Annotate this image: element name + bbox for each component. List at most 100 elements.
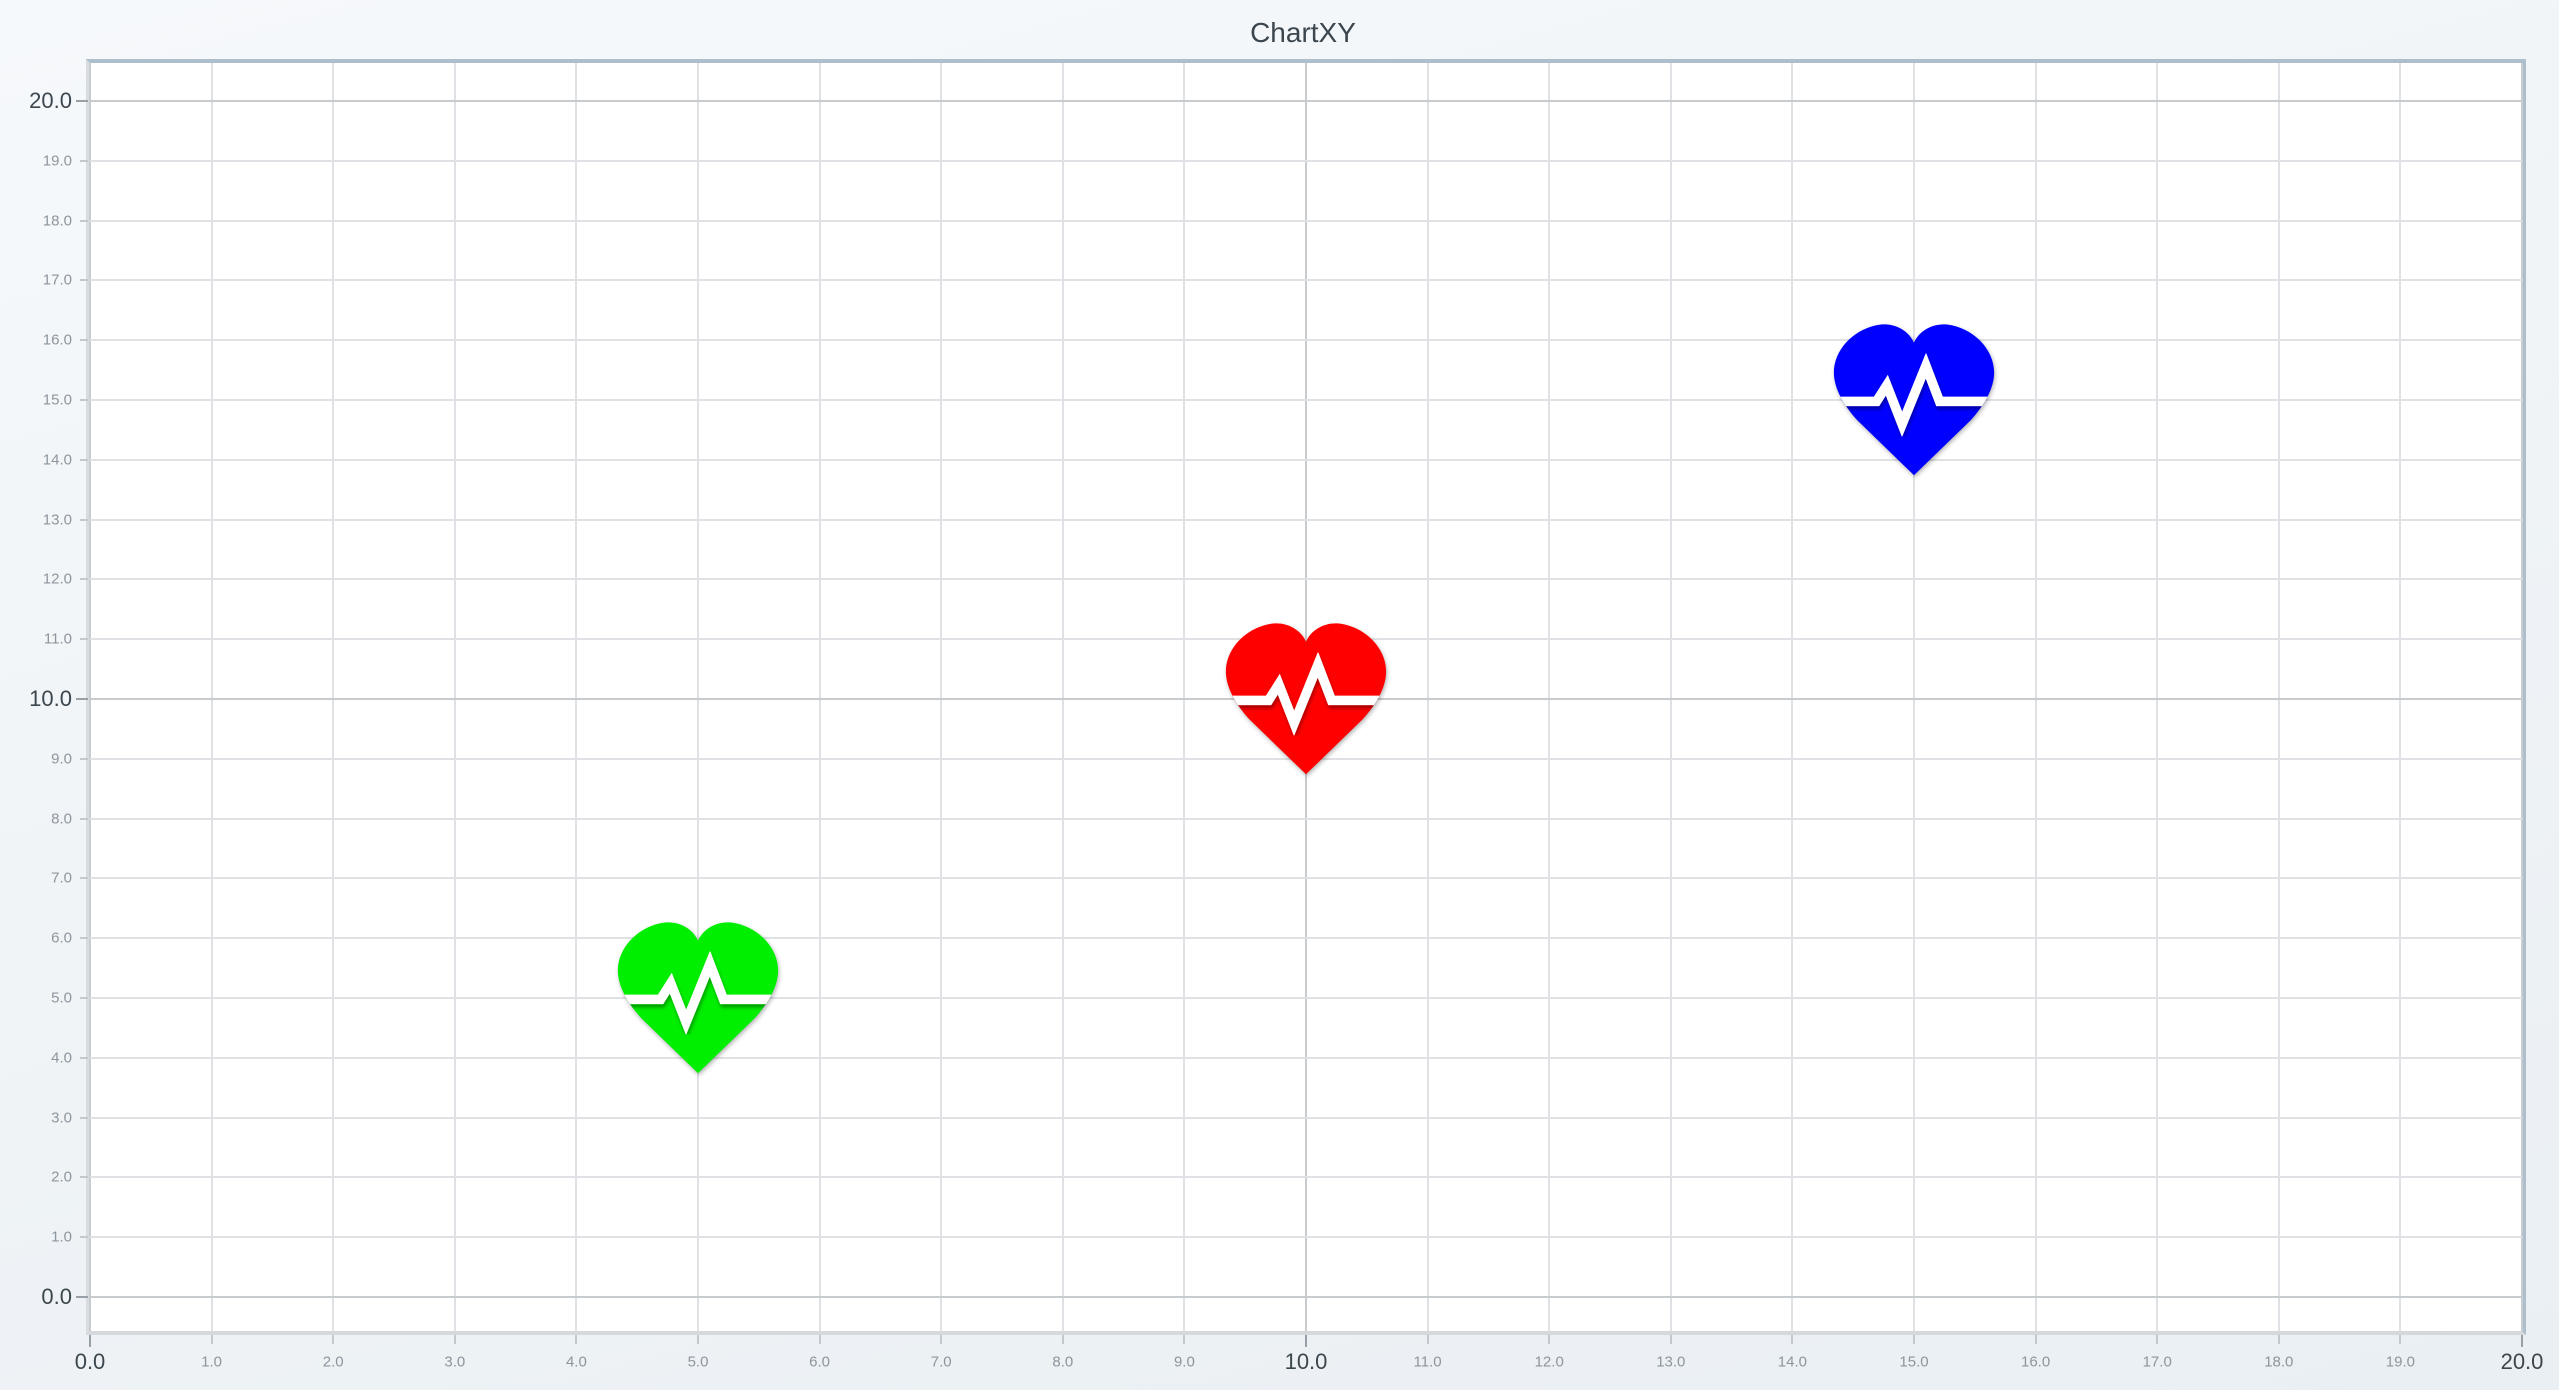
y-tick-label: 7.0 — [51, 869, 72, 887]
gridline-vertical — [89, 63, 91, 1331]
gridline-vertical — [2156, 63, 2159, 1331]
x-axis-tick — [1791, 1335, 1794, 1344]
data-point-blue-heart-heart-pulse-icon[interactable] — [1829, 323, 1999, 477]
x-axis-tick — [575, 1335, 578, 1344]
x-axis-tick — [697, 1335, 699, 1344]
x-tick-label: 2.0 — [322, 1353, 344, 1371]
gridline-horizontal — [90, 877, 2522, 880]
x-axis-tick — [1913, 1335, 1915, 1344]
x-tick-label: 16.0 — [2020, 1353, 2051, 1371]
y-tick-label: 15.0 — [42, 391, 72, 409]
x-axis-tick — [2156, 1335, 2159, 1344]
gridline-vertical — [2521, 63, 2523, 1331]
y-tick-label: 6.0 — [51, 929, 72, 947]
x-tick-label: 6.0 — [809, 1353, 831, 1371]
x-axis-tick — [940, 1335, 943, 1344]
y-axis-tick — [76, 698, 88, 700]
x-axis-tick — [2034, 1335, 2037, 1344]
x-tick-label: 19.0 — [2385, 1353, 2415, 1371]
y-tick-label: 10.0 — [29, 686, 72, 711]
y-tick-label: 9.0 — [51, 750, 72, 768]
y-axis-tick — [76, 1296, 88, 1298]
x-axis-tick — [2399, 1335, 2402, 1344]
y-tick-label: 20.0 — [29, 88, 72, 113]
x-axis-tick — [89, 1335, 91, 1347]
x-tick-label: 10.0 — [1284, 1349, 1328, 1374]
x-tick-label: 3.0 — [444, 1353, 466, 1371]
gridline-vertical — [1913, 63, 1915, 1331]
x-tick-label: 12.0 — [1534, 1353, 1564, 1371]
gridline-horizontal — [90, 159, 2522, 162]
x-axis-tick — [1305, 1335, 1307, 1347]
x-tick-label: 18.0 — [2264, 1353, 2294, 1371]
x-axis-tick — [1548, 1335, 1551, 1344]
y-axis-tick — [80, 1116, 88, 1119]
x-tick-label: 13.0 — [1656, 1353, 1686, 1371]
x-tick-label: 1.0 — [201, 1353, 223, 1371]
y-axis-tick — [80, 1236, 88, 1239]
y-tick-label: 16.0 — [42, 331, 72, 349]
gridline-vertical — [332, 63, 335, 1331]
y-tick-label: 8.0 — [51, 810, 72, 828]
y-axis-tick — [80, 638, 88, 641]
y-axis-tick — [80, 817, 88, 820]
gridline-vertical — [1548, 63, 1551, 1331]
y-axis-tick — [76, 100, 88, 102]
gridline-horizontal — [90, 219, 2522, 222]
gridline-horizontal — [90, 1236, 2522, 1239]
gridline-horizontal — [90, 100, 2522, 102]
gridline-horizontal — [90, 578, 2522, 581]
data-point-red-heart-heart-pulse-icon[interactable] — [1221, 622, 1391, 776]
gridline-vertical — [2399, 63, 2402, 1331]
y-axis-tick — [80, 279, 88, 282]
gridline-horizontal — [90, 518, 2522, 521]
y-axis-tick — [80, 1176, 88, 1179]
x-axis-tick — [1061, 1335, 1064, 1344]
gridline-vertical — [2034, 63, 2037, 1331]
y-tick-label: 5.0 — [51, 989, 72, 1007]
y-tick-label: 17.0 — [42, 271, 72, 289]
x-tick-label: 9.0 — [1173, 1353, 1195, 1371]
gridline-horizontal — [90, 1056, 2522, 1059]
x-tick-label: 14.0 — [1777, 1353, 1807, 1371]
x-tick-label: 0.0 — [74, 1349, 106, 1374]
y-axis-tick — [80, 518, 88, 521]
gridline-horizontal — [90, 1116, 2522, 1119]
data-point-green-heart-heart-pulse-icon[interactable] — [613, 921, 783, 1075]
y-tick-label: 13.0 — [42, 511, 72, 529]
x-tick-label: 8.0 — [1052, 1353, 1074, 1371]
x-axis-tick — [210, 1335, 213, 1344]
gridline-vertical — [1061, 63, 1064, 1331]
x-axis-tick — [1426, 1335, 1429, 1344]
x-axis-tick — [818, 1335, 821, 1344]
gridline-horizontal — [90, 638, 2522, 641]
x-axis-tick — [2521, 1335, 2523, 1347]
gridline-vertical — [2277, 63, 2280, 1331]
gridline-horizontal — [90, 817, 2522, 820]
gridline-vertical — [575, 63, 578, 1331]
gridline-vertical — [1791, 63, 1794, 1331]
chart-title: ChartXY — [1250, 17, 1356, 48]
gridline-vertical — [818, 63, 821, 1331]
y-tick-label: 18.0 — [42, 212, 72, 230]
gridline-vertical — [210, 63, 213, 1331]
gridline-vertical — [453, 63, 456, 1331]
gridline-horizontal — [90, 339, 2522, 342]
y-axis-tick — [80, 399, 88, 401]
plot-area[interactable] — [86, 59, 2526, 1335]
y-axis-tick — [80, 458, 88, 461]
x-axis-tick — [453, 1335, 456, 1344]
y-tick-label: 1.0 — [51, 1228, 72, 1246]
y-axis-tick — [80, 877, 88, 880]
x-axis-tick — [2277, 1335, 2280, 1344]
x-tick-label: 4.0 — [565, 1353, 587, 1371]
y-tick-label: 11.0 — [43, 630, 72, 648]
gridline-horizontal — [90, 997, 2522, 999]
x-axis-tick — [332, 1335, 335, 1344]
x-tick-label: 11.0 — [1413, 1353, 1442, 1371]
y-axis-tick — [80, 997, 88, 999]
y-tick-label: 19.0 — [42, 152, 72, 170]
y-tick-label: 12.0 — [42, 570, 72, 588]
y-axis-tick — [80, 757, 88, 760]
